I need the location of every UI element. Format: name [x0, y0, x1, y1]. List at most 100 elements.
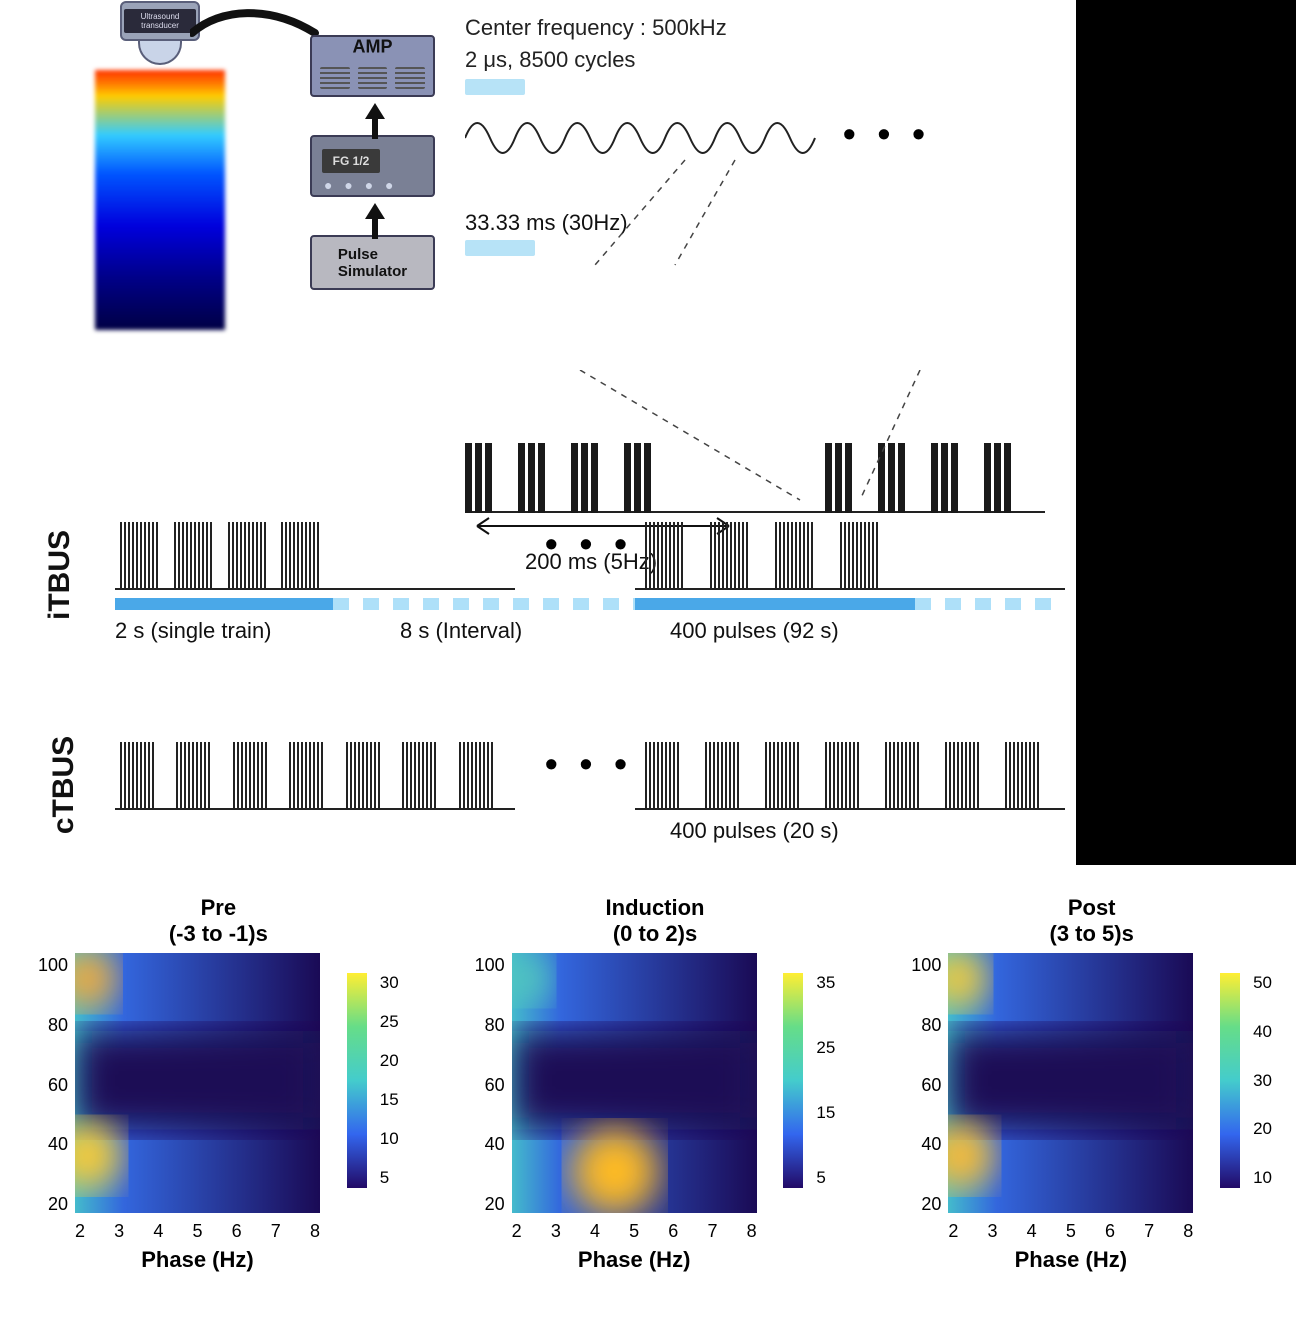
hm-subtitle: (0 to 2)s [477, 921, 834, 947]
xtick: 3 [114, 1221, 124, 1242]
ytick: 20 [909, 1194, 941, 1215]
xtick: 8 [1183, 1221, 1193, 1242]
xtick: 5 [1066, 1221, 1076, 1242]
cbar-tick: 15 [380, 1090, 399, 1110]
ytick: 40 [909, 1134, 941, 1155]
device-stack: AMP FG 1/2 ● ● ● ● Pulse Simulator [310, 35, 435, 328]
amp-label: AMP [353, 37, 393, 58]
cbar-tick: 5 [816, 1168, 835, 1188]
hm-title: Pre [40, 895, 397, 921]
hm-subtitle: (-3 to -1)s [40, 921, 397, 947]
transducer-label: Ultrasound transducer [124, 9, 196, 33]
ytick: 100 [473, 955, 505, 976]
cbar-tick: 10 [380, 1129, 399, 1149]
itbus-label: iTBUS [43, 530, 77, 620]
ytick: 40 [36, 1134, 68, 1155]
setup-diagram: Ultrasound transducer AMP FG 1/2 ● ● ● ●… [95, 15, 1055, 425]
black-panel [1076, 0, 1296, 865]
xtick: 6 [1105, 1221, 1115, 1242]
xtick: 3 [551, 1221, 561, 1242]
ytick: 80 [473, 1015, 505, 1036]
arrow-up-icon [363, 203, 387, 227]
xtick: 5 [192, 1221, 202, 1242]
cbar-tick: 40 [1253, 1022, 1272, 1042]
itbus-timeline [115, 598, 1060, 610]
x-axis-title: Phase (Hz) [948, 1247, 1193, 1273]
ytick: 80 [36, 1015, 68, 1036]
cbar-tick: 30 [1253, 1071, 1272, 1091]
xtick: 7 [1144, 1221, 1154, 1242]
heatmap-plot [75, 953, 320, 1213]
cbar-tick: 25 [816, 1038, 835, 1058]
xtick: 7 [271, 1221, 281, 1242]
itbus-total-label: 400 pulses (92 s) [670, 618, 839, 644]
x-axis-title: Phase (Hz) [75, 1247, 320, 1273]
cbar-tick: 30 [380, 973, 399, 993]
xtick: 6 [668, 1221, 678, 1242]
ytick: 100 [36, 955, 68, 976]
ytick: 80 [909, 1015, 941, 1036]
cbar-tick: 50 [1253, 973, 1272, 993]
xtick: 7 [707, 1221, 717, 1242]
ctbus-trains: • • • [115, 720, 1060, 810]
heatmap-plot [948, 953, 1193, 1213]
ytick: 40 [473, 1134, 505, 1155]
ytick: 60 [909, 1075, 941, 1096]
cbar-tick: 25 [380, 1012, 399, 1032]
heatmap-panel: Pre (-3 to -1)s 10080604020 30252015105 … [40, 895, 397, 1315]
ultrasound-transducer: Ultrasound transducer [120, 1, 200, 69]
ultrasound-field-heatmap [95, 70, 225, 330]
xtick: 6 [232, 1221, 242, 1242]
x-axis-ticks: 2345678 [512, 1221, 757, 1242]
xtick: 4 [1027, 1221, 1037, 1242]
xtick: 8 [747, 1221, 757, 1242]
xtick: 5 [629, 1221, 639, 1242]
cbar-tick: 5 [380, 1168, 399, 1188]
itbus-interval-label: 8 s (Interval) [400, 618, 522, 644]
cbar-tick: 20 [1253, 1119, 1272, 1139]
colorbar [347, 973, 367, 1188]
ctbus-protocol: cTBUS • • • 400 pulses (20 s) [20, 700, 1060, 870]
xtick: 8 [310, 1221, 320, 1242]
heatmap-plot [512, 953, 757, 1213]
amp-device: AMP [310, 35, 435, 97]
ellipsis-icon: • • • [545, 743, 633, 785]
heatmap-row: Pre (-3 to -1)s 10080604020 30252015105 … [40, 895, 1270, 1315]
ytick: 20 [473, 1194, 505, 1215]
cbar-tick: 35 [816, 973, 835, 993]
cbar-tick: 10 [1253, 1168, 1272, 1188]
colorbar-ticks: 30 25 20 15 10 5 [380, 973, 399, 1188]
y-axis-ticks: 10080604020 [909, 955, 941, 1215]
arrow-up-icon [363, 103, 387, 127]
xtick: 2 [948, 1221, 958, 1242]
x-axis-title: Phase (Hz) [512, 1247, 757, 1273]
pulse-simulator-device: Pulse Simulator [310, 235, 435, 290]
hm-title: Induction [477, 895, 834, 921]
cbar-tick: 15 [816, 1103, 835, 1123]
colorbar [783, 973, 803, 1188]
colorbar [1220, 973, 1240, 1188]
ctbus-label: cTBUS [47, 736, 81, 834]
itbus-protocol: iTBUS • • • 2 s (single train) 8 s (Inte… [20, 480, 1060, 670]
colorbar-ticks: 50 40 30 20 10 [1253, 973, 1272, 1188]
hm-title: Post [913, 895, 1270, 921]
pulse-label: Pulse Simulator [338, 246, 407, 280]
y-axis-ticks: 10080604020 [473, 955, 505, 1215]
xtick: 3 [988, 1221, 998, 1242]
ytick: 20 [36, 1194, 68, 1215]
fg-label: FG 1/2 [322, 149, 380, 173]
heatmap-panel: Induction (0 to 2)s 10080604020 3525155 … [477, 895, 834, 1315]
itbus-train-label: 2 s (single train) [115, 618, 272, 644]
ctbus-total-label: 400 pulses (20 s) [670, 818, 839, 844]
colorbar-ticks: 35 25 15 5 [816, 973, 835, 1188]
cbar-tick: 20 [380, 1051, 399, 1071]
heatmap-panel: Post (3 to 5)s 10080604020 5040302010 23… [913, 895, 1270, 1315]
hm-subtitle: (3 to 5)s [913, 921, 1270, 947]
xtick: 4 [590, 1221, 600, 1242]
x-axis-ticks: 2345678 [75, 1221, 320, 1242]
cable [190, 3, 320, 53]
xtick: 4 [153, 1221, 163, 1242]
y-axis-ticks: 10080604020 [36, 955, 68, 1215]
itbus-trains: • • • [115, 500, 1060, 590]
fg-device: FG 1/2 ● ● ● ● [310, 135, 435, 197]
